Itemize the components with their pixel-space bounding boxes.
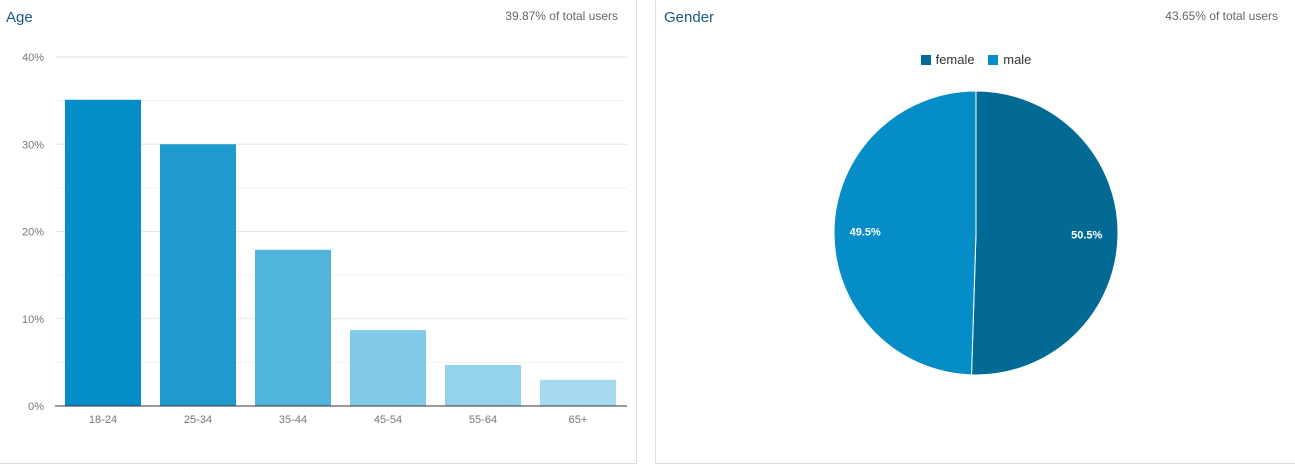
x-tick-label: 18-24 [89,414,117,426]
age-subtitle: 39.87% of total users [505,9,618,23]
bar-18-24 [65,99,141,406]
legend-item-male[interactable]: male [988,52,1031,67]
legend-label-male: male [1003,52,1032,67]
bar-55-64 [445,364,521,406]
x-tick-label: 35-44 [279,414,307,426]
gender-title: Gender [664,9,715,26]
y-tick-label: 20% [22,227,44,239]
y-tick-label: 40% [22,52,44,64]
age-panel: Age 39.87% of total users 0% 10% 20% 30% 40%… [0,0,637,464]
pie-label-male: 49.5% [850,226,881,238]
x-tick-label: 25-34 [184,414,212,426]
legend-label-female: female [935,52,975,67]
y-tick-label: 10% [22,314,44,326]
legend-swatch-female [920,55,931,65]
pie-slice-female [971,90,1119,376]
bar-45-54 [350,330,426,406]
legend-swatch-male [988,55,999,65]
pie-label-female: 50.5% [1071,230,1102,242]
x-tick-label: 55-64 [469,414,497,426]
pie-slice-male [833,90,977,376]
bar-65+ [540,379,616,406]
gender-legend: female male [656,52,1295,67]
legend-item-female[interactable]: female [920,52,975,67]
bar-35-44 [255,249,331,406]
gender-pie-chart: 50.5% 49.5% [833,90,1119,376]
y-tick-label: 30% [22,139,44,151]
x-tick-label: 65+ [569,414,588,426]
gender-subtitle: 43.65% of total users [1165,9,1278,23]
x-tick-label: 45-54 [374,414,402,426]
gender-panel: Gender 43.65% of total users female male… [655,0,1295,464]
age-title: Age [6,9,33,26]
bar-25-34 [160,144,236,406]
y-tick-label: 0% [28,401,44,413]
age-bar-chart: 0% 10% 20% 30% 40% 18-24 25-34 35-44 45-54 55-64 6… [22,52,627,426]
